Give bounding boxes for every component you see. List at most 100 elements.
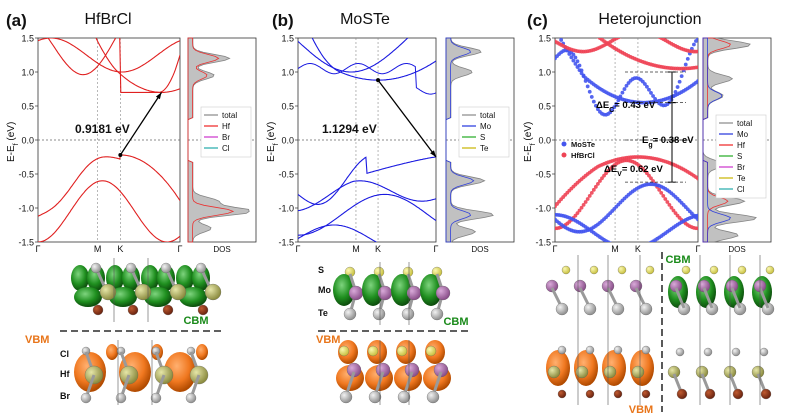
band-dot <box>618 246 622 250</box>
br-atom <box>150 392 162 404</box>
band-curve <box>38 38 180 73</box>
mo-atom <box>348 285 364 301</box>
vbm-label: VBM <box>25 334 49 346</box>
band-dot <box>655 34 659 38</box>
cbm-orbital-lobe <box>74 287 102 307</box>
band-dot <box>629 30 633 34</box>
band-dot <box>557 0 561 1</box>
vbm-label: VBM <box>629 404 653 416</box>
band-dot <box>641 30 645 34</box>
dos-axis-label: DOS <box>728 245 745 254</box>
s-atom <box>709 265 719 275</box>
delta-ec-label-symbol: ΔE <box>596 100 609 111</box>
band-dot <box>598 179 602 183</box>
band-dot <box>600 176 604 181</box>
band-dot <box>559 38 564 42</box>
band-gap-label: 0.9181 eV <box>75 122 130 136</box>
band-dot <box>594 33 598 37</box>
band-dot <box>696 65 698 70</box>
band-dot <box>649 31 653 35</box>
band-dot <box>578 19 582 23</box>
s-atom <box>681 265 691 275</box>
legend-entry: Cl <box>222 144 230 153</box>
band-dot <box>696 217 698 222</box>
br-atom <box>585 389 595 399</box>
band-dot <box>571 52 576 57</box>
band-dot <box>593 103 598 108</box>
cl-atom <box>613 345 623 355</box>
moste-deep-band <box>555 212 698 250</box>
y-axis-label-main: E-E <box>266 145 277 162</box>
te-atom <box>372 307 386 321</box>
cl-atom <box>557 345 567 355</box>
band-dot <box>555 31 559 35</box>
te-atom <box>401 307 415 321</box>
te-atom <box>761 302 775 316</box>
cl-atom <box>641 345 651 355</box>
cl-atom <box>731 347 741 357</box>
cbm-point <box>376 78 381 83</box>
br-atom <box>197 304 209 316</box>
te-atom <box>430 307 444 321</box>
cbm-label: CBM <box>665 254 690 266</box>
band-dot <box>591 99 596 104</box>
y-axis-label-sub: f <box>13 143 20 145</box>
series-legend-entry: HfBrCl <box>571 151 595 160</box>
y-tick-label: -0.5 <box>278 170 294 180</box>
band-dot <box>619 38 622 39</box>
band-dot <box>673 89 678 94</box>
y-tick-label: 1.0 <box>281 68 294 78</box>
band-dot <box>696 213 698 218</box>
y-tick-label: 1.5 <box>538 34 551 44</box>
y-tick-label: 1.5 <box>281 34 294 44</box>
band-dot <box>582 23 586 27</box>
delta-ec-label-sub: C <box>609 107 614 114</box>
legend-entry: Cl <box>737 185 745 194</box>
delta-ec-label-value: = 0.43 eV <box>614 100 656 111</box>
x-tick-label: K <box>375 244 381 254</box>
series-legend-dot <box>561 141 567 147</box>
hf-atom <box>169 283 187 301</box>
bond <box>702 287 714 309</box>
y-tick-label: -1.0 <box>278 204 294 214</box>
band-dot <box>571 13 575 17</box>
band-dot <box>581 73 586 78</box>
y-tick-label: 0.5 <box>281 102 294 112</box>
band-dot <box>683 62 688 67</box>
dos-mo <box>702 37 731 243</box>
panel-letter: (b) <box>272 11 294 30</box>
mo-atom <box>375 362 391 378</box>
band-dot <box>561 2 565 6</box>
band-dot <box>606 240 611 242</box>
band-dot <box>577 208 582 213</box>
band-dot <box>641 244 645 248</box>
band-dot <box>618 94 623 99</box>
dos-axis-label: DOS <box>213 245 230 254</box>
y-tick-label: -1.0 <box>535 204 551 214</box>
legend-entry: total <box>222 111 237 120</box>
y-tick-label: -1.0 <box>18 204 34 214</box>
x-tick-label: K <box>117 244 123 254</box>
s-atom <box>737 265 747 275</box>
br-atom <box>704 388 716 400</box>
y-axis-label-sub: f <box>530 143 537 145</box>
hf-atom <box>99 283 117 301</box>
band-dot <box>621 246 625 250</box>
band-dot <box>696 49 698 54</box>
band-dot <box>587 194 592 198</box>
band-dot <box>620 90 625 95</box>
br-atom <box>115 392 127 404</box>
atom-label: Hf <box>60 369 70 379</box>
band-dot <box>589 95 594 99</box>
mo-atom <box>629 279 643 293</box>
dos-hf <box>187 37 235 243</box>
vbm-orbital-lobe <box>164 352 196 392</box>
band-gap-arrow-head <box>430 150 436 157</box>
band-curve <box>298 224 436 242</box>
band-dot <box>574 15 578 19</box>
x-tick-label: Γ <box>696 244 701 254</box>
cbm-orbital-lobe <box>157 265 175 291</box>
band-dot <box>585 84 590 89</box>
hfbrcl-cbm-band <box>557 0 698 71</box>
